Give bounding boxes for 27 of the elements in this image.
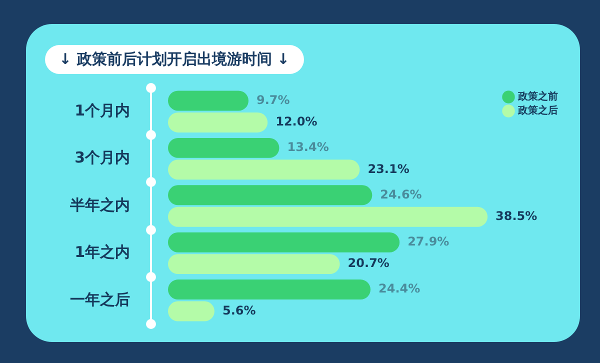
data-label: 12.0% — [276, 114, 318, 129]
y-tick-label: 1个月内 — [74, 101, 130, 120]
y-tick-label: 半年之内 — [69, 196, 130, 214]
data-label: 24.4% — [378, 282, 420, 296]
bar — [168, 254, 340, 274]
legend-label: 政策之后 — [517, 104, 558, 117]
bar — [168, 160, 360, 180]
y-tick-label: 一年之后 — [70, 290, 130, 308]
bar — [168, 112, 268, 132]
bar — [168, 232, 400, 252]
y-tick-label: 3个月内 — [74, 148, 130, 167]
data-label: 13.4% — [287, 140, 329, 154]
bar — [168, 280, 371, 300]
legend-label: 政策之前 — [517, 90, 558, 103]
bar — [168, 90, 249, 111]
data-label: 24.6% — [380, 187, 422, 202]
data-label: 23.1% — [368, 162, 410, 176]
y-tick-label: 1年之内 — [74, 243, 130, 262]
chart-title: ↓ 政策前后计划开启出境游时间 ↓ — [45, 45, 304, 74]
bar — [168, 185, 372, 206]
data-label: 27.9% — [408, 234, 450, 248]
data-label: 38.5% — [496, 208, 538, 223]
bar — [168, 138, 280, 158]
bar — [168, 206, 488, 227]
data-label: 20.7% — [348, 256, 390, 270]
data-label: 9.7% — [256, 92, 290, 107]
data-label: 5.6% — [222, 303, 256, 318]
